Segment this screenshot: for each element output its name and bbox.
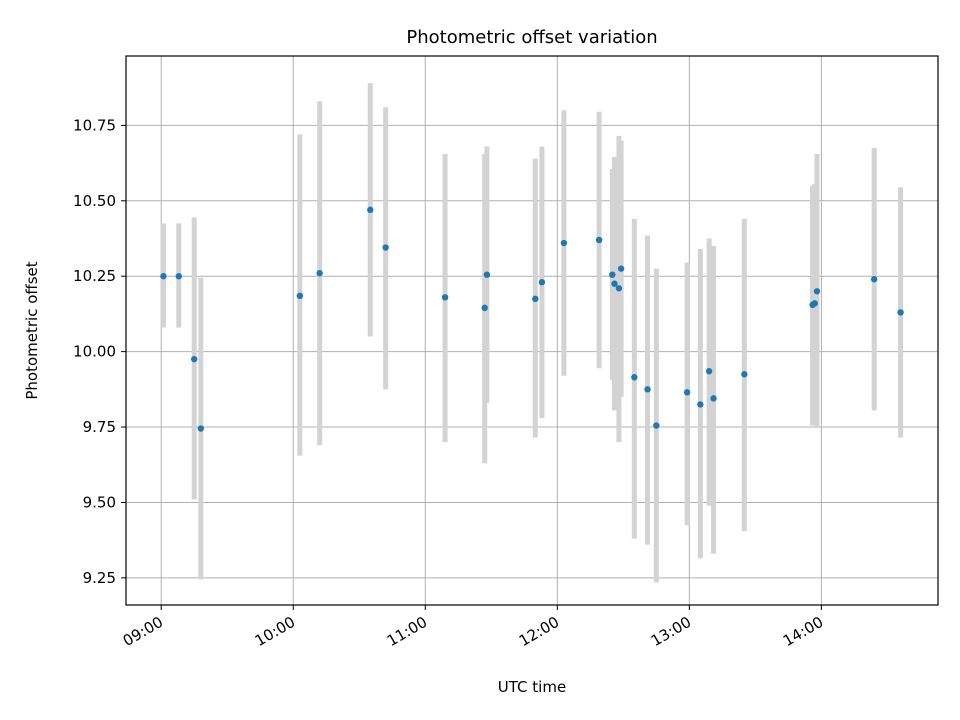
data-point <box>617 265 625 272</box>
grid <box>126 56 938 605</box>
data-point <box>683 389 691 396</box>
data-point <box>813 288 821 295</box>
data-point <box>710 395 717 402</box>
data-point <box>197 425 205 432</box>
data-point <box>367 206 374 214</box>
data-point <box>538 279 546 286</box>
y-tick-label: 10.25 <box>73 267 116 285</box>
y-tick-label: 10.00 <box>73 343 116 361</box>
data-point <box>483 271 491 278</box>
data-point <box>811 300 818 307</box>
data-point <box>611 280 618 287</box>
data-point <box>705 368 713 375</box>
data-point <box>615 285 623 292</box>
data-point <box>175 273 183 280</box>
data-point <box>441 294 449 301</box>
data-point <box>609 271 616 278</box>
data-point <box>160 273 167 280</box>
data-point <box>560 239 568 247</box>
data-point <box>532 295 539 303</box>
data-point <box>897 309 904 316</box>
x-axis-label: UTC time <box>498 678 566 696</box>
data-points <box>160 206 904 432</box>
y-tick-label: 10.75 <box>73 116 116 134</box>
data-point <box>644 386 651 393</box>
data-point <box>316 269 323 277</box>
data-point <box>741 371 748 378</box>
chart-title: Photometric offset variation <box>406 27 657 48</box>
data-point <box>191 355 198 363</box>
y-tick-label: 9.50 <box>83 493 116 511</box>
data-point <box>870 276 878 283</box>
y-axis-label: Photometric offset <box>23 261 41 399</box>
y-axis-ticks: 9.25 9.50 9.75 10.00 10.25 10.50 10.75 <box>73 116 126 587</box>
plot-frame <box>125 55 939 606</box>
data-point <box>382 244 389 251</box>
data-point <box>631 374 638 381</box>
data-point <box>653 422 660 429</box>
data-point <box>595 236 603 244</box>
y-tick-label: 9.75 <box>83 418 116 436</box>
data-point <box>697 401 704 408</box>
data-point <box>296 292 304 300</box>
y-tick-label: 10.50 <box>73 192 116 210</box>
data-point <box>481 304 488 312</box>
y-tick-label: 9.25 <box>83 569 116 587</box>
